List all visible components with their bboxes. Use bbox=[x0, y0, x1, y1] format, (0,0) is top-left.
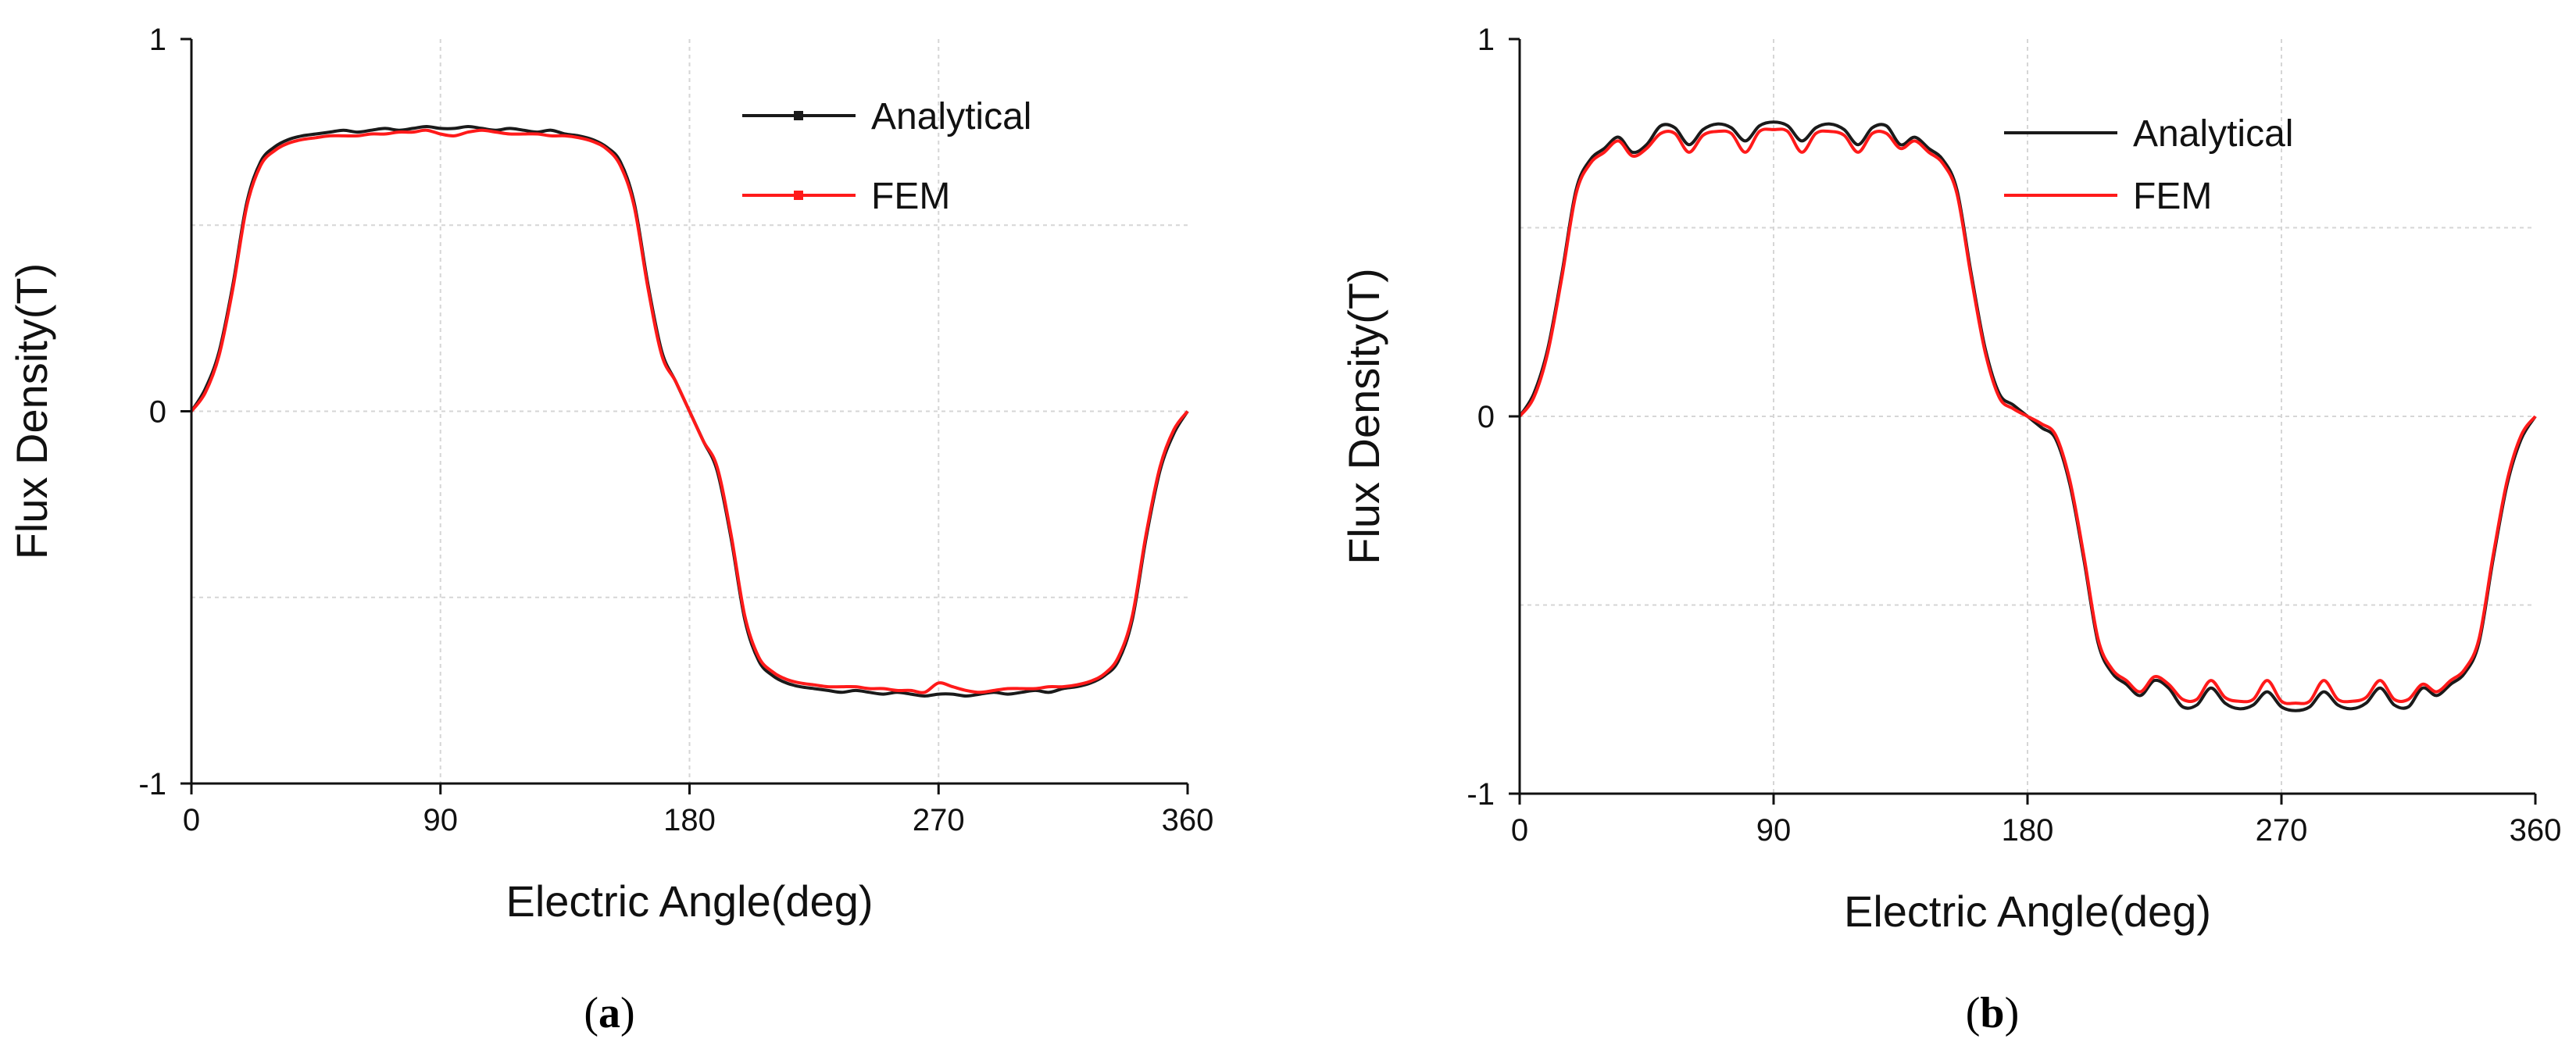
chart-panel-a: 0 90 180 270 360 -1 0 1 Electric Angle(deg) Flux … bbox=[7, 23, 1213, 1037]
y-tick-label: 0 bbox=[1477, 400, 1495, 434]
panel-caption: (a) bbox=[584, 989, 634, 1037]
legend-label-fem: FEM bbox=[2133, 176, 2212, 217]
x-axis-title: Electric Angle(deg) bbox=[506, 876, 873, 926]
panel-caption: (b) bbox=[1966, 989, 2019, 1037]
legend-label-analytical: Analytical bbox=[871, 96, 1031, 137]
x-tick-label: 0 bbox=[183, 803, 200, 837]
x-tick-label: 360 bbox=[1162, 803, 1214, 837]
caption-letter: b bbox=[1980, 989, 2004, 1037]
x-tick-label: 0 bbox=[1511, 813, 1528, 848]
x-tick-label: 90 bbox=[1756, 813, 1792, 848]
legend-marker-fem bbox=[794, 191, 803, 200]
caption-close: ) bbox=[2005, 989, 2020, 1037]
caption-letter: a bbox=[598, 989, 620, 1037]
y-tick-label: -1 bbox=[1467, 777, 1495, 812]
y-tick-label: 1 bbox=[149, 23, 166, 57]
caption-open: ( bbox=[584, 989, 598, 1037]
x-tick-label: 270 bbox=[913, 803, 965, 837]
y-axis-title: Flux Density(T) bbox=[1339, 268, 1388, 565]
chart-panel-b: 0 90 180 270 360 -1 0 1 Electric Angle(deg) Flux … bbox=[1339, 23, 2561, 1037]
y-axis-title: Flux Density(T) bbox=[7, 263, 56, 560]
caption-close: ) bbox=[620, 989, 635, 1037]
y-tick-label: 0 bbox=[149, 395, 166, 430]
series-line-fem bbox=[190, 128, 1189, 694]
legend-marker-analytical bbox=[794, 111, 803, 120]
x-axis-title: Electric Angle(deg) bbox=[1844, 887, 2211, 936]
y-tick-label: 1 bbox=[1477, 23, 1495, 57]
legend-label-fem: FEM bbox=[871, 176, 950, 217]
series-line-fem bbox=[1518, 127, 2537, 705]
x-tick-label: 270 bbox=[2256, 813, 2308, 848]
x-tick-label: 90 bbox=[423, 803, 459, 837]
x-tick-label: 180 bbox=[663, 803, 716, 837]
x-tick-label: 180 bbox=[2002, 813, 2054, 848]
x-tick-label: 360 bbox=[2510, 813, 2562, 848]
y-tick-label: -1 bbox=[138, 767, 166, 801]
caption-open: ( bbox=[1966, 989, 1981, 1037]
legend-label-analytical: Analytical bbox=[2133, 113, 2293, 155]
